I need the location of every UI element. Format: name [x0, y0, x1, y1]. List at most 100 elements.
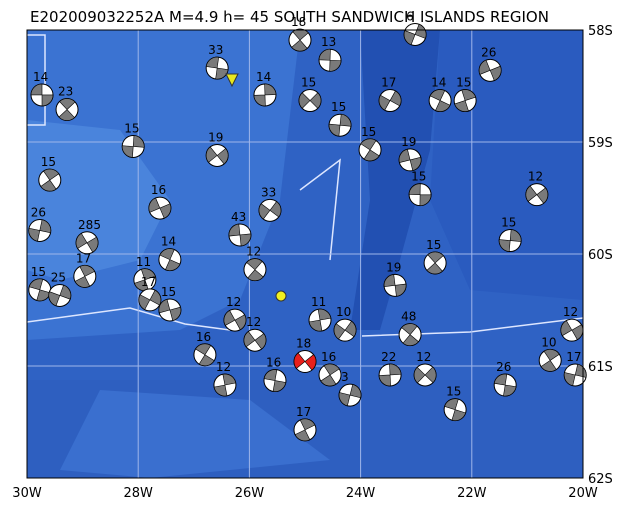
- depth-label: 17: [141, 275, 156, 289]
- beachball-quadrant: [246, 258, 264, 281]
- depth-label: 12: [246, 315, 261, 329]
- beachball-quadrant: [159, 248, 181, 271]
- event: 15: [121, 121, 145, 158]
- beachball-quadrant: [253, 83, 277, 107]
- event: 17: [138, 275, 162, 312]
- event: 19: [398, 135, 422, 172]
- event: 11: [133, 255, 157, 292]
- depth-label: 14: [161, 235, 176, 249]
- event: 11: [308, 295, 332, 332]
- beachball-quadrant: [408, 183, 432, 206]
- lon-tick-label: 20W: [568, 486, 598, 501]
- lon-tick-label: 24W: [346, 486, 376, 501]
- beachball-quadrant: [121, 135, 145, 158]
- depth-label: 16: [151, 183, 166, 197]
- beachball-quadrant: [328, 113, 352, 137]
- event: 15: [423, 238, 447, 275]
- beachball-quadrant: [291, 28, 309, 52]
- depth-label: 15: [161, 285, 176, 299]
- beachball-quadrant: [58, 98, 76, 121]
- lat-tick-label: 61S: [588, 360, 613, 375]
- beachball-quadrant: [378, 363, 402, 387]
- event: 14: [428, 76, 452, 113]
- depth-label: 17: [381, 76, 396, 90]
- beachball-quadrant: [444, 398, 467, 421]
- lon-tick-label: 22W: [457, 486, 487, 501]
- event: 15: [298, 76, 322, 113]
- beachball-quadrant: [401, 323, 419, 346]
- event: 12: [525, 170, 549, 207]
- beachball-quadrant: [493, 373, 517, 397]
- depth-label: 14: [431, 76, 446, 90]
- beachball-quadrant: [560, 320, 584, 341]
- depth-label: 22: [381, 350, 396, 364]
- depth-label: 16: [196, 330, 211, 344]
- beachball-quadrant: [263, 369, 287, 392]
- lat-tick-label: 58S: [588, 24, 613, 39]
- station-marker: [275, 290, 287, 302]
- beachball-quadrant: [258, 201, 282, 220]
- beachball-quadrant: [429, 89, 451, 112]
- depth-label: 14: [256, 70, 271, 84]
- event: 12: [560, 305, 584, 342]
- map-title: E202009032252A M=4.9 h= 45 SOUTH SANDWIC…: [30, 8, 549, 26]
- event: 26: [493, 360, 517, 397]
- event: 33: [258, 185, 282, 222]
- beachball-quadrant: [498, 229, 522, 252]
- depth-label: 15: [411, 170, 426, 184]
- depth-label: 43: [231, 210, 246, 224]
- event: 26: [28, 205, 52, 242]
- event: 16: [318, 350, 342, 387]
- depth-label: 6: [406, 9, 414, 23]
- beachball-quadrant: [48, 284, 72, 307]
- event: 6: [403, 9, 427, 46]
- event: 16: [263, 356, 287, 393]
- depth-label: 26: [481, 45, 496, 59]
- beachball-quadrant: [398, 148, 422, 171]
- depth-label: 13: [321, 35, 336, 49]
- event: 12: [243, 245, 267, 282]
- beachball-quadrant: [413, 366, 437, 384]
- depth-label: 26: [31, 205, 46, 219]
- event: 13: [318, 35, 342, 72]
- event: 14: [253, 70, 277, 107]
- depth-label: 17: [296, 405, 311, 419]
- event: 15: [408, 170, 432, 207]
- depth-label: 10: [336, 305, 351, 319]
- depth-label: 12: [216, 360, 231, 374]
- depth-label: 15: [31, 265, 46, 279]
- event: 15: [158, 285, 182, 322]
- lat-tick-label: 59S: [588, 136, 613, 151]
- beachball-quadrant: [205, 146, 229, 165]
- depth-label: 11: [136, 255, 151, 269]
- event: 16: [148, 183, 172, 220]
- depth-label: 15: [41, 155, 56, 169]
- event: 10: [538, 335, 562, 372]
- event: 3: [338, 370, 362, 407]
- depth-label: 15: [124, 121, 139, 135]
- event: 33: [205, 43, 229, 80]
- lat-tick-label: 62S: [588, 472, 613, 487]
- depth-label: 25: [51, 270, 66, 284]
- depth-label: 48: [401, 310, 416, 324]
- depth-label: 11: [311, 295, 326, 309]
- beachball-quadrant: [195, 343, 215, 367]
- event: 43: [228, 210, 252, 247]
- lon-tick-label: 28W: [123, 486, 153, 501]
- beachball-quadrant: [426, 251, 444, 275]
- lon-tick-label: 30W: [12, 486, 42, 501]
- event: 15: [328, 100, 352, 137]
- beachball-quadrant: [74, 265, 96, 288]
- depth-label: 16: [321, 350, 336, 364]
- depth-label: 12: [226, 295, 241, 309]
- beachball-quadrant: [563, 363, 587, 387]
- beachball-quadrant: [378, 90, 402, 111]
- map-frame: [26, 29, 584, 479]
- depth-label: 33: [261, 185, 276, 199]
- event: 12: [213, 360, 237, 397]
- beachball-quadrant: [75, 232, 99, 253]
- depth-label: 18: [291, 15, 306, 29]
- event: 22: [378, 350, 402, 387]
- event: 12: [413, 350, 437, 387]
- event: 48: [398, 310, 422, 347]
